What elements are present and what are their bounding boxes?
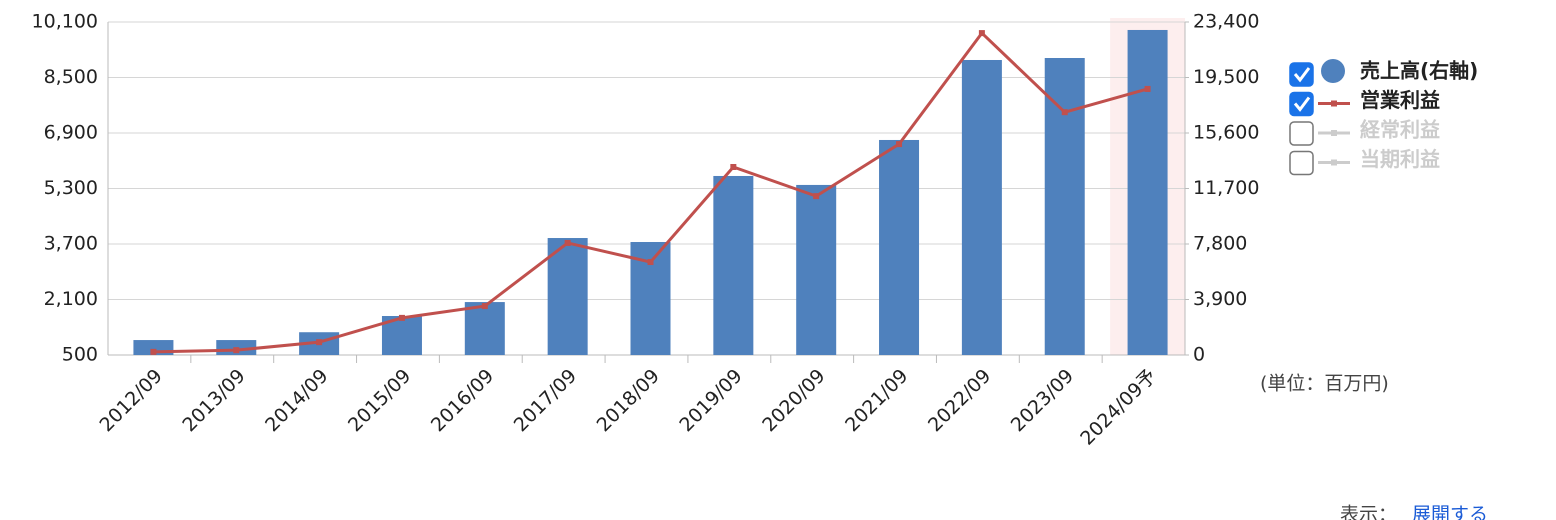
point [1061, 109, 1068, 116]
legend-marker [1321, 59, 1345, 83]
y-tick-label: 10,100 [32, 11, 98, 33]
x-tick-label: 2016/09 [427, 365, 498, 436]
x-tick-label: 2014/09 [261, 365, 332, 436]
x-tick-label: 2019/09 [675, 365, 746, 436]
point [316, 339, 323, 346]
point [398, 314, 405, 321]
point [813, 193, 820, 200]
legend-checkbox[interactable] [1289, 62, 1314, 87]
x-tick-label: 2022/09 [924, 365, 995, 436]
y2-tick-label: 19,500 [1193, 66, 1259, 88]
y2-tick-label: 7,800 [1193, 233, 1247, 255]
expand-link[interactable]: 展開する [1412, 504, 1488, 520]
legend-marker [1331, 130, 1337, 136]
y2-tick-label: 23,400 [1193, 11, 1259, 33]
y-tick-label: 3,700 [44, 233, 98, 255]
point [730, 163, 737, 170]
x-tick-label: 2015/09 [344, 365, 415, 436]
point [647, 259, 654, 266]
unit-label: (単位：百万円) [1260, 373, 1389, 395]
x-tick-label: 2021/09 [841, 365, 912, 436]
point [1144, 85, 1151, 92]
bar [961, 59, 1002, 355]
x-tick-label: 2018/09 [593, 365, 664, 436]
point [481, 303, 488, 310]
y-tick-label: 5,300 [44, 177, 98, 199]
point [564, 239, 571, 246]
x-tick-label: 2017/09 [510, 365, 581, 436]
y2-tick-label: 15,600 [1193, 122, 1259, 144]
legend-checkbox[interactable] [1289, 91, 1314, 117]
y2-tick-label: 3,900 [1193, 288, 1247, 310]
legend-label: 営業利益 [1360, 88, 1440, 112]
y-tick-label: 500 [62, 344, 98, 366]
x-tick-label: 2013/09 [178, 365, 249, 436]
point [233, 347, 240, 354]
bar [713, 175, 754, 355]
bar [1044, 58, 1085, 355]
checkmark [1293, 96, 1311, 112]
legend-marker [1331, 159, 1337, 166]
x-tick-label: 2024/09予 [1076, 365, 1161, 450]
bar [796, 184, 837, 355]
bar [464, 302, 505, 355]
x-tick-label: 2020/09 [758, 365, 829, 436]
y-tick-label: 6,900 [44, 122, 98, 144]
checkmark [1293, 67, 1311, 83]
y2-tick-label: 11,700 [1193, 177, 1259, 199]
bar [547, 238, 588, 355]
y-tick-label: 8,500 [44, 66, 98, 88]
y-tick-label: 2,100 [44, 288, 98, 310]
legend-marker [1331, 100, 1337, 107]
point [896, 141, 903, 148]
legend-checkbox[interactable] [1289, 121, 1314, 146]
legend-label: 経常利益 [1360, 118, 1440, 142]
legend-checkbox[interactable] [1289, 150, 1314, 176]
legend-label: 売上高(右軸) [1360, 59, 1478, 83]
legend-label: 当期利益 [1360, 147, 1440, 171]
point [978, 30, 985, 37]
point [150, 348, 157, 355]
x-tick-label: 2012/09 [95, 365, 166, 436]
bar [879, 139, 920, 355]
x-tick-label: 2023/09 [1007, 365, 1078, 436]
footer-label: 表示： [1340, 504, 1397, 520]
bar [1127, 29, 1168, 355]
y2-tick-label: 0 [1193, 344, 1205, 366]
